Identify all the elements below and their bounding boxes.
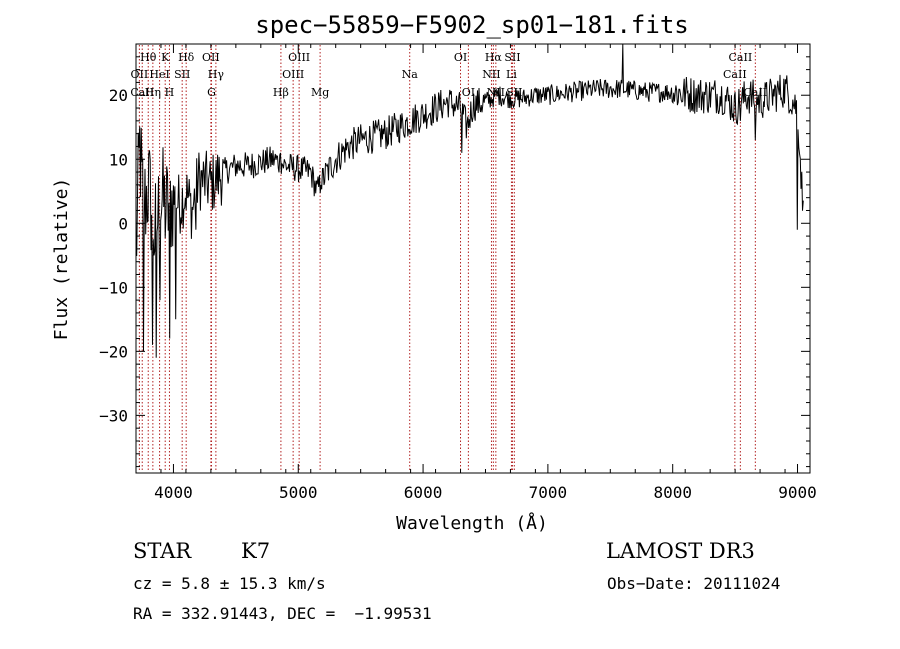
coordinates: RA = 332.91443, DEC = −1.99531 — [133, 604, 432, 623]
x-tick-label: 8000 — [653, 483, 692, 502]
plot-frame — [135, 43, 811, 474]
y-tick-label: −10 — [99, 278, 128, 297]
object-subclass: K7 — [241, 539, 271, 563]
object-class: STAR — [133, 539, 192, 563]
spectral-line-label: H — [165, 86, 175, 99]
spectral-line-label: Li — [506, 68, 517, 81]
spectral-line-label: Hα — [485, 51, 503, 64]
x-tick-label: 9000 — [778, 483, 817, 502]
spectral-line-markers — [138, 45, 756, 472]
spectral-line-label: Hγ — [208, 68, 225, 81]
spectral-line-label: K — [161, 51, 170, 64]
spectral-line-label: Na — [402, 68, 419, 81]
x-tick-label: 5000 — [279, 483, 318, 502]
spectral-line-label: CaII — [723, 68, 747, 81]
x-axis: 4000 5000 6000 7000 8000 9000 — [135, 44, 817, 502]
spectral-line-label: OII — [131, 68, 149, 81]
spectral-line-label: HeI — [149, 68, 169, 81]
y-tick-label: 20 — [109, 86, 128, 105]
x-tick-label: 7000 — [529, 483, 568, 502]
spectral-line-label: Mg — [311, 86, 329, 99]
spectral-line-label: CaII — [729, 51, 753, 64]
spectral-line-label: SII — [504, 51, 520, 64]
spectrum-trace — [135, 43, 804, 358]
y-axis-label: Flux (relative) — [51, 178, 72, 341]
spectral-line-label: G — [207, 86, 216, 99]
y-axis: −30 −20 −10 0 10 20 — [99, 56, 810, 468]
x-axis-label: Wavelength (Å) — [396, 512, 548, 534]
spectral-line-label: OI — [454, 51, 467, 64]
observation-date: Obs−Date: 20111024 — [607, 574, 781, 593]
spectral-line-label: Hβ — [273, 86, 289, 99]
chart-title: spec−55859−F5902_sp01−181.fits — [255, 11, 688, 39]
spectral-line-label: NII — [482, 68, 500, 81]
spectral-line-label: OIII — [288, 51, 310, 64]
y-tick-label: −20 — [99, 342, 128, 361]
spectral-line-label: OII — [202, 51, 220, 64]
spectral-line-label: Hη — [145, 86, 161, 99]
x-tick-label: 6000 — [404, 483, 443, 502]
spectral-line-label: Hδ — [178, 51, 195, 64]
spectral-line-label: OIII — [282, 68, 304, 81]
spectral-line-label: CaII — [743, 86, 767, 99]
y-tick-label: −30 — [99, 406, 128, 425]
spectral-line-label: Hθ — [140, 51, 157, 64]
redshift-velocity: cz = 5.8 ± 15.3 km/s — [133, 574, 326, 593]
survey-name: LAMOST DR3 — [606, 539, 755, 563]
spectral-line-label: OI — [462, 86, 475, 99]
y-tick-label: 10 — [109, 150, 128, 169]
x-tick-label: 4000 — [154, 483, 193, 502]
y-tick-label: 0 — [118, 214, 128, 233]
spectral-line-label: SII — [174, 68, 190, 81]
